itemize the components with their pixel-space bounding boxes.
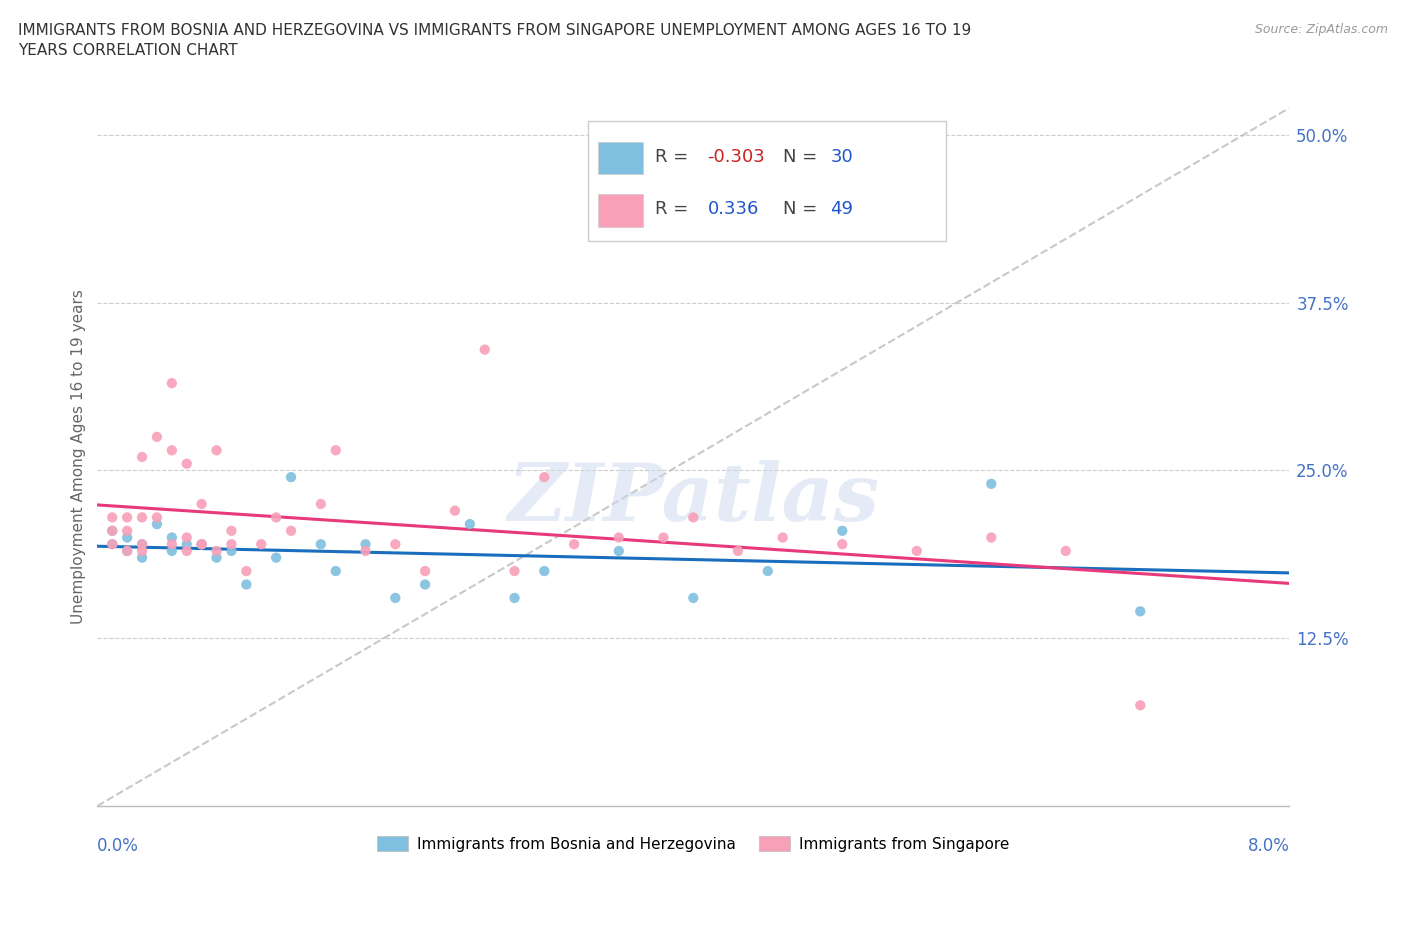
Point [772,530,794,545]
Point [280,470,302,485]
Point [101,524,124,538]
Point [980,476,1002,491]
Point [607,543,630,558]
Point [221,524,243,538]
Point [533,470,555,485]
Point [503,564,526,578]
Point [235,577,257,591]
Point [115,524,138,538]
Text: 30: 30 [831,148,853,166]
FancyBboxPatch shape [598,193,643,227]
FancyBboxPatch shape [598,141,643,174]
Point [146,510,169,525]
Point [562,537,585,551]
Point [190,497,212,512]
Point [474,342,496,357]
FancyBboxPatch shape [589,121,946,241]
Point [533,564,555,578]
Point [131,543,153,558]
Point [146,517,169,532]
Point [413,577,436,591]
Point [413,564,436,578]
Point [831,524,853,538]
Point [115,510,138,525]
Point [264,510,287,525]
Point [101,510,124,525]
Text: R =: R = [655,148,695,166]
Point [980,530,1002,545]
Point [384,537,406,551]
Point [115,530,138,545]
Point [682,591,704,605]
Point [176,530,198,545]
Y-axis label: Unemployment Among Ages 16 to 19 years: Unemployment Among Ages 16 to 19 years [72,289,86,624]
Point [176,457,198,472]
Point [131,537,153,551]
Point [190,537,212,551]
Point [727,543,749,558]
Point [1054,543,1077,558]
Point [160,530,183,545]
Text: -0.303: -0.303 [707,148,765,166]
Point [831,537,853,551]
Point [1129,604,1152,618]
Text: 49: 49 [831,200,853,219]
Point [264,551,287,565]
Point [205,543,228,558]
Point [309,497,332,512]
Point [1129,698,1152,712]
Point [205,443,228,458]
Point [325,564,347,578]
Point [354,543,377,558]
Point [101,537,124,551]
Point [146,430,169,445]
Point [503,591,526,605]
Legend: Immigrants from Bosnia and Herzegovina, Immigrants from Singapore: Immigrants from Bosnia and Herzegovina, … [371,830,1015,857]
Text: ZIPatlas: ZIPatlas [508,460,879,538]
Point [176,537,198,551]
Point [221,537,243,551]
Point [176,543,198,558]
Point [280,524,302,538]
Point [384,591,406,605]
Point [160,443,183,458]
Point [682,510,704,525]
Point [160,537,183,551]
Point [131,551,153,565]
Point [101,537,124,551]
Point [756,564,779,578]
Point [131,537,153,551]
Point [905,543,928,558]
Point [101,524,124,538]
Text: IMMIGRANTS FROM BOSNIA AND HERZEGOVINA VS IMMIGRANTS FROM SINGAPORE UNEMPLOYMENT: IMMIGRANTS FROM BOSNIA AND HERZEGOVINA V… [18,23,972,58]
Point [325,443,347,458]
Text: 0.0%: 0.0% [97,837,139,856]
Point [190,537,212,551]
Point [115,543,138,558]
Point [354,537,377,551]
Text: N =: N = [783,200,823,219]
Point [309,537,332,551]
Point [160,543,183,558]
Point [205,551,228,565]
Point [221,543,243,558]
Point [131,510,153,525]
Point [458,517,481,532]
Point [131,449,153,464]
Text: 8.0%: 8.0% [1247,837,1289,856]
Text: R =: R = [655,200,695,219]
Point [190,537,212,551]
Point [652,530,675,545]
Point [235,564,257,578]
Text: N =: N = [783,148,823,166]
Point [444,503,467,518]
Point [607,530,630,545]
Text: Source: ZipAtlas.com: Source: ZipAtlas.com [1254,23,1388,36]
Point [160,376,183,391]
Text: 0.336: 0.336 [707,200,759,219]
Point [115,543,138,558]
Point [250,537,273,551]
